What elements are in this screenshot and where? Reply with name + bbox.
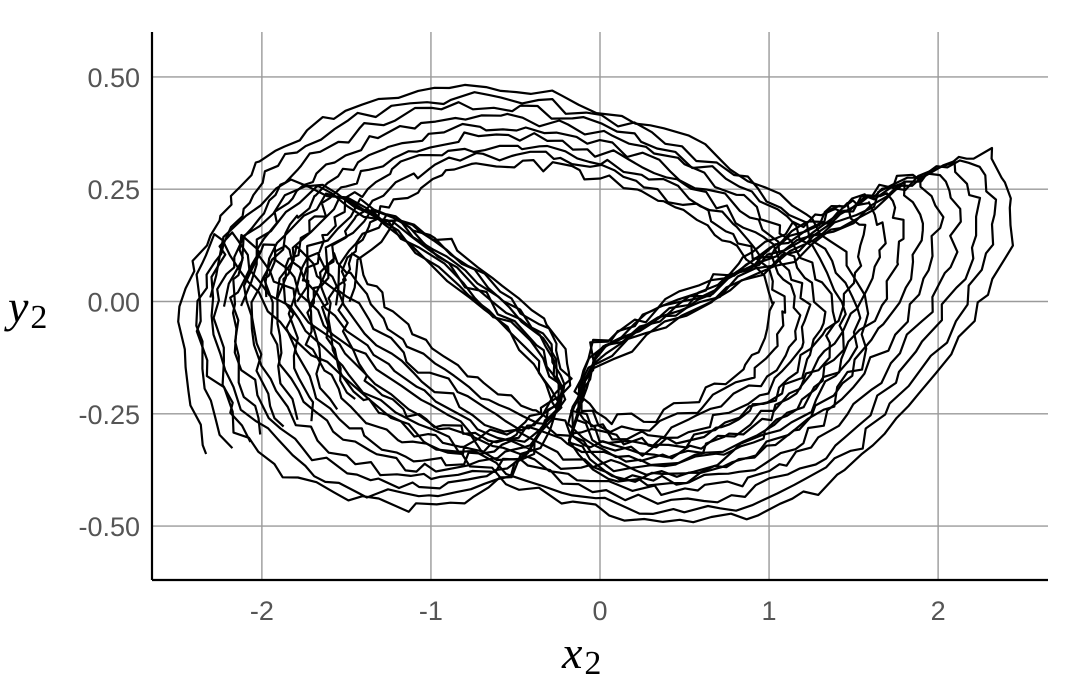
x-axis-label: x2 <box>561 627 601 680</box>
x-tick-label-0: -2 <box>250 596 274 626</box>
trajectory-line-0-4 <box>250 122 945 486</box>
x-tick-label-2: 0 <box>592 596 607 626</box>
x-tick-label-3: 1 <box>762 596 777 626</box>
axes <box>150 32 1048 582</box>
tick-labels: -2 -1 0 1 2 0.50 0.25 0.00 -0.25 -0.50 <box>78 63 945 626</box>
trajectory-line-0-2 <box>212 101 982 505</box>
y-tick-label-2: 0.00 <box>87 288 140 318</box>
y-axis-label: y2 <box>4 281 47 336</box>
y-tick-label-3: -0.25 <box>78 400 140 430</box>
y-tick-label-1: 0.25 <box>87 175 140 205</box>
trajectory-line-0-0 <box>177 83 1014 524</box>
trajectory-line-0-7 <box>306 150 887 459</box>
x-tick-label-1: -1 <box>419 596 443 626</box>
trajectory-line-0-8 <box>327 159 867 449</box>
trajectory-line-0-5 <box>276 131 924 478</box>
trajectory-line-0-6 <box>287 144 905 467</box>
trajectory-line-0-3 <box>229 112 962 496</box>
trajectory-layer <box>177 83 1014 524</box>
trajectory-line-0-1 <box>195 91 998 515</box>
x-tick-label-4: 2 <box>931 596 946 626</box>
y-tick-label-4: -0.50 <box>78 512 140 542</box>
y-tick-label-0: 0.50 <box>87 63 140 93</box>
